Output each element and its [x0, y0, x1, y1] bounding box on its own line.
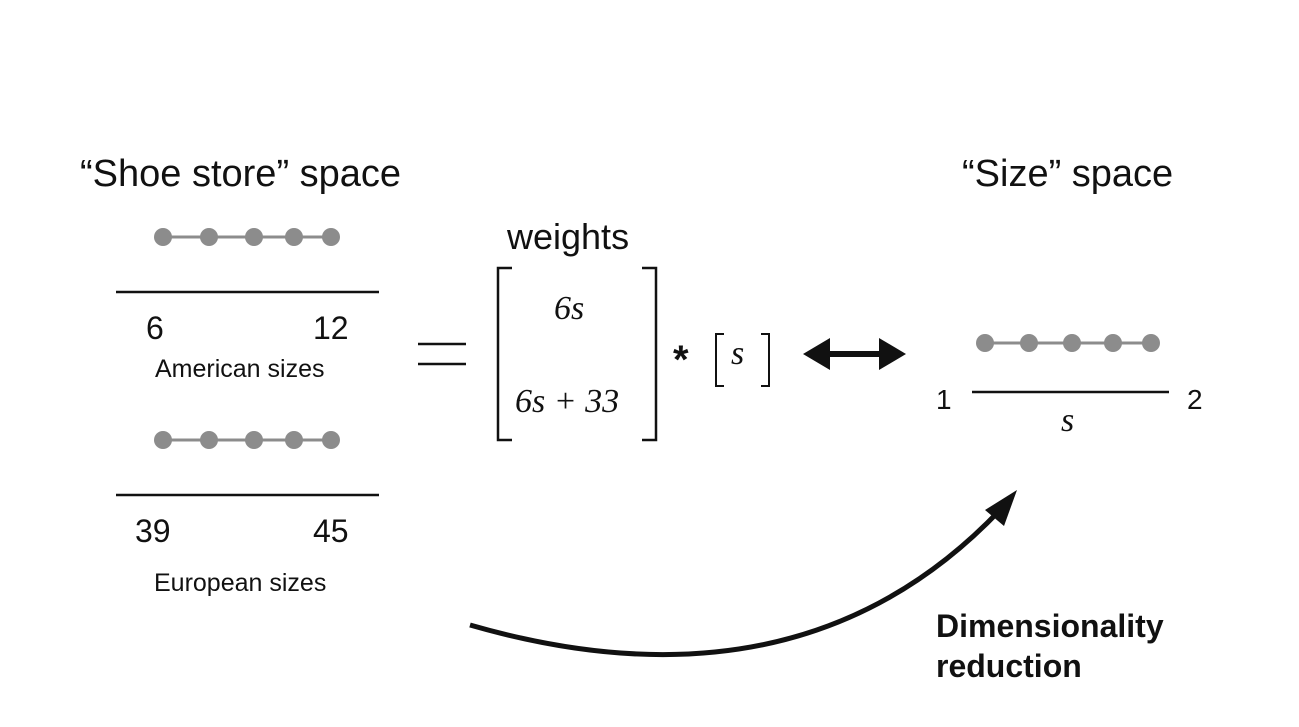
american-dot — [154, 228, 172, 246]
american-max-label: 12 — [313, 310, 349, 346]
american-min-label: 6 — [146, 310, 164, 346]
european-dot — [154, 431, 172, 449]
matrix-right-bracket — [642, 266, 658, 442]
size-space-title: “Size” space — [962, 153, 1174, 195]
multiply-symbol: * — [673, 338, 689, 382]
size-dot — [976, 334, 994, 352]
size-max-label: 2 — [1187, 384, 1203, 415]
size-dot — [1142, 334, 1160, 352]
arrow-label-line-1: Dimensionality — [936, 608, 1164, 644]
size-space-dots — [976, 334, 1160, 352]
dimensionality-reduction-label: Dimensionality reduction — [936, 606, 1164, 686]
american-size-dots — [154, 228, 340, 246]
european-dot — [285, 431, 303, 449]
european-min-label: 39 — [135, 513, 171, 549]
european-dot — [245, 431, 263, 449]
european-sizes-caption: European sizes — [154, 569, 327, 597]
american-dot — [200, 228, 218, 246]
european-size-dots — [154, 431, 340, 449]
vector-left-bracket — [715, 333, 724, 387]
vector-entry: s — [731, 335, 745, 372]
matrix-entry-bottom: 6s + 33 — [515, 383, 620, 420]
size-min-label: 1 — [936, 384, 952, 415]
american-sizes-caption: American sizes — [155, 355, 325, 383]
equals-sign — [418, 342, 466, 366]
curved-arrow-icon — [469, 490, 1017, 658]
european-dot — [322, 431, 340, 449]
matrix-entry-top: 6s — [554, 290, 585, 327]
vector-right-bracket — [761, 333, 770, 387]
european-max-label: 45 — [313, 513, 349, 549]
weights-label: weights — [507, 216, 630, 257]
size-dot — [1104, 334, 1122, 352]
european-dot — [200, 431, 218, 449]
arrow-label-line-2: reduction — [936, 648, 1082, 684]
matrix-left-bracket — [496, 266, 512, 442]
size-dot — [1063, 334, 1081, 352]
size-dot — [1020, 334, 1038, 352]
american-dot — [245, 228, 263, 246]
size-axis-variable: s — [1061, 402, 1075, 439]
double-arrow-icon — [803, 338, 906, 370]
american-dot — [322, 228, 340, 246]
american-dot — [285, 228, 303, 246]
shoe-store-space-title: “Shoe store” space — [80, 153, 402, 195]
